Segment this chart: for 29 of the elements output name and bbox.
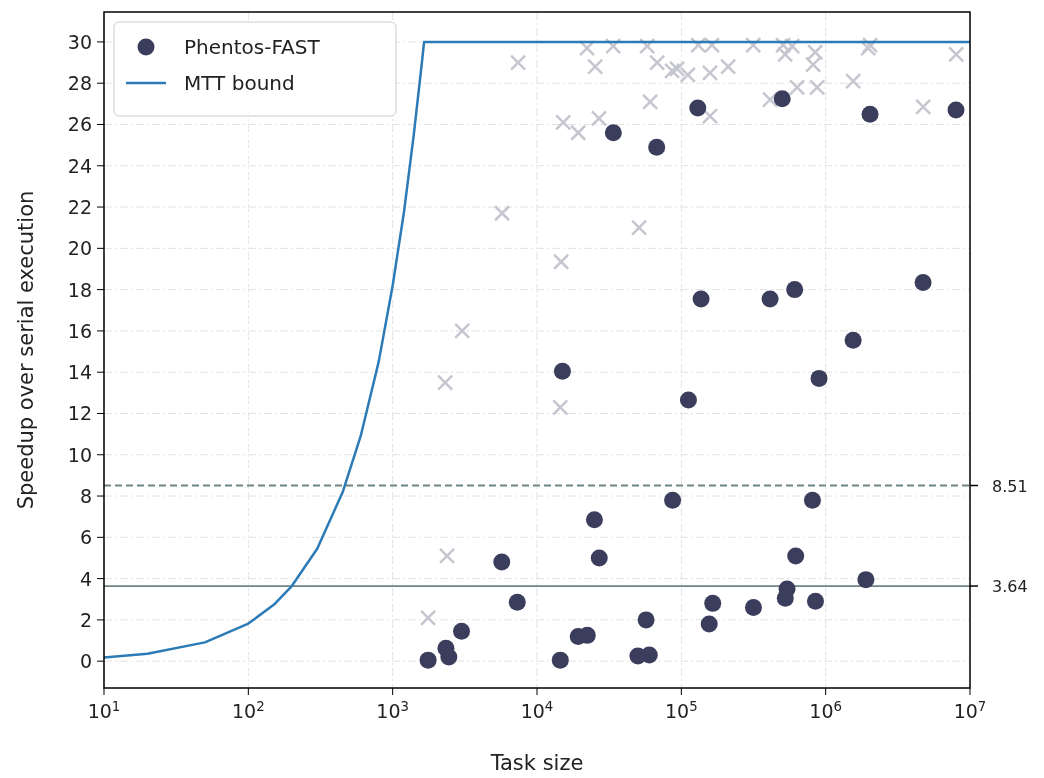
y-tick-label: 8: [79, 485, 92, 508]
y-tick-label: 12: [67, 402, 92, 425]
y-axis-title: Speedup over serial execution: [14, 190, 38, 510]
y-tick-label: 22: [67, 196, 92, 219]
y-tick-label: 2: [79, 608, 92, 631]
x-tick-label: 10$^{6}$: [809, 698, 842, 722]
y-tick-label: 30: [67, 30, 92, 53]
legend-label: MTT bound: [184, 71, 295, 95]
y-tick-label: 18: [67, 278, 92, 301]
ref-line-label: 3.64: [992, 577, 1028, 597]
x-tick-label: 10$^{7}$: [953, 698, 987, 722]
y-tick-label: 26: [67, 113, 92, 136]
y-tick-label: 14: [67, 361, 92, 384]
x-axis-title: Task size: [489, 751, 584, 775]
y-tick-label: 4: [79, 567, 92, 590]
y-tick-label: 16: [67, 319, 92, 342]
x-tick-label: 10$^{4}$: [520, 698, 554, 722]
y-tick-label: 28: [67, 72, 92, 95]
x-tick-label: 10$^{2}$: [232, 698, 265, 722]
y-tick-label: 20: [67, 237, 92, 260]
x-tick-label: 10$^{1}$: [87, 698, 121, 722]
y-tick-label: 0: [79, 650, 92, 673]
y-tick-label: 10: [67, 443, 92, 466]
x-tick-label: 10$^{3}$: [376, 698, 409, 722]
ref-line-label: 8.51: [992, 476, 1028, 496]
legend-label: Phentos-FAST: [184, 35, 321, 59]
x-tick-label: 10$^{5}$: [665, 698, 698, 722]
y-tick-label: 6: [79, 526, 92, 549]
y-tick-label: 24: [67, 154, 92, 177]
